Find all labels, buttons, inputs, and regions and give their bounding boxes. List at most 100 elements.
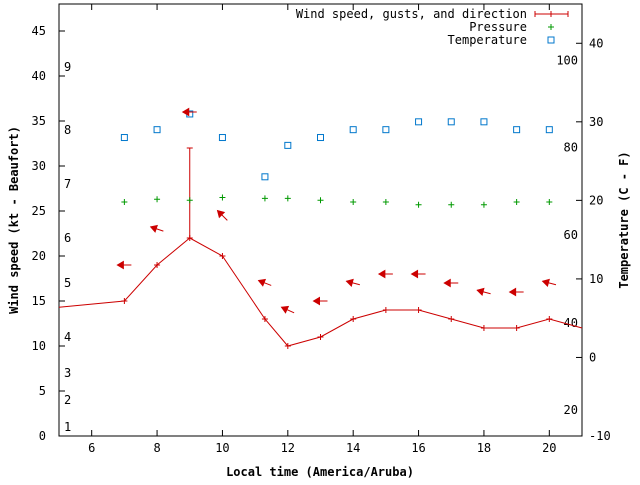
y-tick-label: 5 — [39, 384, 46, 398]
wind-direction-arrowhead — [508, 287, 517, 297]
pressure-point — [448, 201, 455, 208]
y2-tick-label: -10 — [589, 429, 611, 443]
pressure-point — [415, 201, 422, 208]
temperature-point — [447, 118, 455, 126]
wind-direction-arrowhead — [312, 296, 320, 306]
y-tick-label: 20 — [32, 249, 46, 263]
temperature-point — [545, 126, 553, 134]
wind-direction-arrowhead — [476, 287, 485, 297]
wind-direction-arrowhead — [443, 278, 451, 288]
temperature-point — [349, 126, 357, 134]
pressure-point — [382, 199, 389, 205]
temperature-point — [317, 134, 324, 142]
fahrenheit-label: 40 — [564, 316, 578, 330]
x-tick-label: 14 — [346, 441, 360, 455]
legend: Wind speed, gusts, and directionPressure… — [296, 7, 569, 47]
legend-pressure-marker — [548, 24, 554, 30]
beaufort-label: 4 — [64, 330, 71, 344]
wind-speed-point — [317, 334, 324, 340]
y-tick-label: 15 — [32, 294, 46, 308]
temperature-point — [218, 134, 226, 142]
temperature-point — [415, 118, 423, 126]
beaufort-label: 6 — [64, 231, 71, 245]
temperature-point — [153, 126, 161, 134]
wind-speed-line — [58, 237, 583, 347]
fahrenheit-label: 60 — [564, 228, 578, 242]
wind-speed-point — [284, 343, 291, 349]
beaufort-label: 5 — [64, 276, 71, 290]
fahrenheit-label: 80 — [564, 141, 578, 155]
x-tick-label: 12 — [281, 441, 295, 455]
series-layer — [58, 107, 583, 349]
beaufort-label: 1 — [64, 420, 71, 434]
y-tick-label: 10 — [32, 339, 46, 353]
pressure-point — [513, 199, 520, 205]
x-tick-label: 16 — [411, 441, 425, 455]
y2-axis-label: Temperature (C - F) — [617, 151, 631, 288]
wind-speed-point — [448, 316, 455, 322]
beaufort-label: 9 — [64, 60, 71, 74]
wind-direction-arrowhead — [116, 260, 124, 270]
wind-speed-point — [350, 316, 357, 322]
tick-layer: 6 8 10 12 14 16 18 20051015202530354045-1001020… — [32, 4, 611, 455]
x-tick-label: 20 — [542, 441, 556, 455]
y-tick-label: 45 — [32, 24, 46, 38]
wind-speed-point — [415, 307, 422, 313]
plot-frame — [58, 3, 583, 437]
fahrenheit-label: 20 — [564, 403, 578, 417]
y2-tick-label: 0 — [589, 350, 596, 364]
wind-speed-point — [219, 253, 226, 259]
beaufort-label: 8 — [64, 123, 71, 137]
wind-speed-point — [546, 316, 553, 322]
wind-speed-point — [154, 262, 161, 268]
legend-entry-label: Wind speed, gusts, and direction — [296, 7, 527, 21]
pressure-point — [284, 195, 291, 202]
beaufort-label: 7 — [64, 177, 71, 191]
x-tick-label: 10 — [215, 441, 229, 455]
legend-temperature-marker — [547, 36, 555, 44]
wind-speed-point — [480, 325, 487, 331]
temperature-point — [120, 134, 128, 142]
pressure-point — [261, 195, 268, 202]
pressure-point — [480, 201, 487, 208]
x-tick-label: 18 — [477, 441, 491, 455]
wind-direction-arrowhead — [216, 209, 226, 219]
temperature-point — [284, 141, 292, 149]
pressure-point — [121, 199, 128, 205]
fahrenheit-label: 100 — [556, 54, 578, 68]
y-tick-label: 25 — [32, 204, 46, 218]
wind-speed-point — [261, 316, 268, 322]
x-axis-label: Local time (America/Aruba) — [226, 465, 414, 479]
wind-direction-arrowhead — [345, 278, 354, 288]
legend-entry-label: Temperature — [448, 33, 527, 47]
pressure-point — [317, 197, 324, 204]
x-tick-label: 6 — [88, 441, 95, 455]
y2-tick-label: 10 — [589, 272, 603, 286]
wind-speed-point — [121, 298, 128, 304]
y-tick-label: 30 — [32, 159, 46, 173]
legend-wind-marker — [548, 11, 554, 17]
y2-tick-label: 40 — [589, 36, 603, 50]
beaufort-label: 2 — [64, 393, 71, 407]
x-tick-label: 8 — [153, 441, 160, 455]
wind-direction-arrowhead — [257, 278, 267, 287]
wind-speed-point — [513, 325, 520, 331]
wind-direction-arrowhead — [410, 269, 419, 279]
y-tick-label: 35 — [32, 114, 46, 128]
y-tick-label: 0 — [39, 429, 46, 443]
y2-tick-label: 20 — [589, 193, 603, 207]
wind-direction-arrowhead — [280, 305, 290, 314]
temperature-point — [513, 126, 521, 134]
wind-direction-arrowhead — [377, 269, 386, 279]
wind-direction-arrowhead — [541, 278, 550, 288]
wind-direction-arrowhead — [149, 224, 158, 233]
pressure-point — [154, 196, 161, 203]
wind-speed-point — [382, 307, 389, 313]
y-tick-label: 40 — [32, 69, 46, 83]
legend-entry-label: Pressure — [469, 20, 527, 34]
temperature-point — [480, 118, 488, 126]
temperature-point — [382, 126, 390, 134]
beaufort-label: 3 — [64, 366, 71, 380]
pressure-point — [546, 199, 553, 205]
y-axis-label: Wind speed (kt - Beaufort) — [7, 126, 21, 314]
